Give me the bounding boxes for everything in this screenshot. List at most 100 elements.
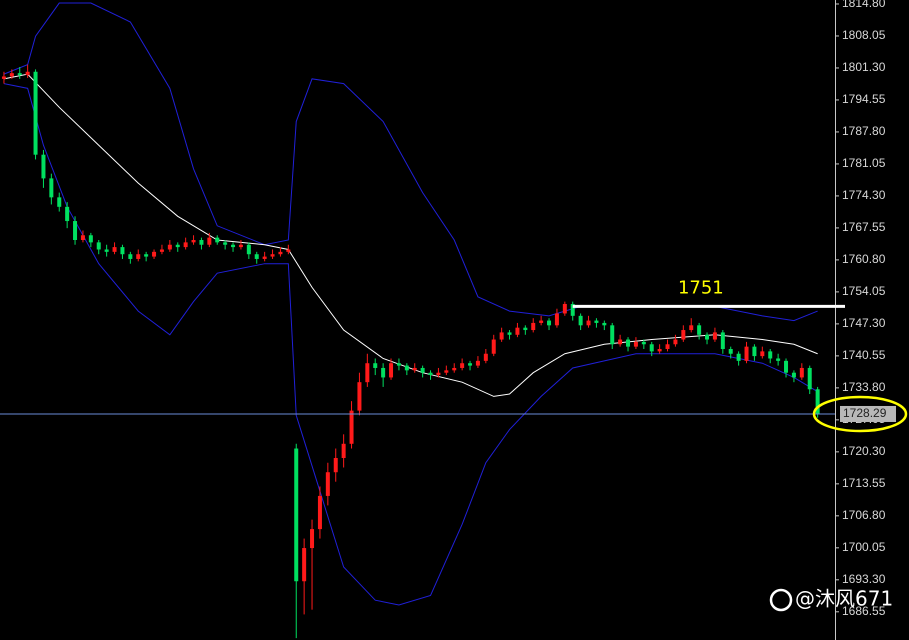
candle-body bbox=[468, 363, 473, 366]
candle-body bbox=[768, 351, 773, 359]
candle-body bbox=[460, 363, 465, 368]
candle-body bbox=[681, 330, 686, 340]
candle-body bbox=[223, 242, 228, 245]
candle-body bbox=[175, 244, 180, 248]
candle-body bbox=[310, 529, 315, 549]
candle-body bbox=[112, 247, 117, 252]
candle-body bbox=[673, 339, 678, 345]
candle-body bbox=[507, 332, 512, 335]
candle-body bbox=[365, 363, 370, 383]
candle-body bbox=[333, 458, 338, 473]
candle-body bbox=[697, 325, 702, 335]
candle-body bbox=[491, 339, 496, 354]
candle-body bbox=[602, 322, 607, 326]
y-tick-label: 1713.55 bbox=[842, 476, 886, 490]
y-tick-label: 1767.55 bbox=[842, 220, 886, 234]
candle-body bbox=[349, 410, 354, 444]
candle-body bbox=[57, 197, 62, 207]
candle-body bbox=[760, 351, 765, 357]
candle-body bbox=[144, 254, 149, 257]
candle-body bbox=[649, 344, 654, 352]
watermark: @沐风671 bbox=[795, 587, 893, 611]
candle-body bbox=[183, 242, 188, 248]
lower-band bbox=[3, 83, 818, 606]
candle-body bbox=[657, 349, 662, 352]
candle-body bbox=[270, 254, 275, 257]
candle-body bbox=[554, 313, 559, 326]
y-tick-label: 1747.30 bbox=[842, 316, 886, 330]
candle-body bbox=[523, 327, 528, 331]
candle-body bbox=[586, 320, 591, 326]
candle-body bbox=[41, 154, 46, 179]
candle-body bbox=[389, 363, 394, 378]
candle-body bbox=[744, 346, 749, 361]
candle-body bbox=[483, 353, 488, 361]
candle-body bbox=[9, 73, 14, 77]
candle-body bbox=[17, 73, 22, 76]
y-tick-label: 1814.80 bbox=[842, 0, 886, 10]
candle-body bbox=[728, 349, 733, 354]
candle-body bbox=[207, 237, 212, 245]
candle-body bbox=[570, 303, 575, 316]
y-tick-label: 1754.05 bbox=[842, 284, 886, 298]
y-tick-label: 1760.80 bbox=[842, 252, 886, 266]
candle-body bbox=[578, 315, 583, 326]
y-tick-label: 1700.05 bbox=[842, 540, 886, 554]
candle-body bbox=[262, 256, 267, 259]
candle-body bbox=[152, 251, 157, 257]
candle-body bbox=[80, 235, 85, 240]
candle-body bbox=[626, 339, 631, 347]
candle-body bbox=[396, 363, 401, 366]
y-tick-label: 1794.55 bbox=[842, 92, 886, 106]
candle-body bbox=[562, 303, 567, 314]
y-tick-label: 1808.05 bbox=[842, 28, 886, 42]
candle-body bbox=[428, 372, 433, 376]
candle-body bbox=[531, 322, 536, 331]
candle-body bbox=[547, 320, 552, 326]
candle-body bbox=[341, 443, 346, 459]
candle-body bbox=[633, 341, 638, 347]
candle-body bbox=[539, 320, 544, 323]
candle-body bbox=[444, 370, 449, 373]
candle-body bbox=[776, 358, 781, 361]
candle-body bbox=[420, 367, 425, 373]
candle-body bbox=[784, 360, 789, 373]
candle-body bbox=[705, 334, 710, 340]
y-tick-label: 1801.30 bbox=[842, 60, 886, 74]
candle-body bbox=[104, 249, 109, 252]
candle-body bbox=[412, 367, 417, 371]
y-tick-label: 1740.55 bbox=[842, 348, 886, 362]
y-tick-label: 1787.80 bbox=[842, 124, 886, 138]
candle-body bbox=[752, 346, 757, 357]
price-label: 1728.29 bbox=[843, 406, 887, 420]
candle-body bbox=[610, 325, 615, 345]
candle-body bbox=[238, 244, 243, 248]
candle-body bbox=[278, 251, 283, 255]
candle-body bbox=[49, 178, 54, 198]
candle-body bbox=[712, 332, 717, 340]
y-tick-label: 1686.55 bbox=[842, 604, 886, 618]
candle-body bbox=[65, 206, 70, 222]
y-tick-label: 1781.05 bbox=[842, 156, 886, 170]
candle-body bbox=[641, 341, 646, 345]
candle-body bbox=[294, 448, 299, 582]
candle-body bbox=[191, 240, 196, 243]
candle-body bbox=[357, 382, 362, 411]
candle-body bbox=[689, 325, 694, 331]
candle-body bbox=[286, 249, 291, 252]
candle-body bbox=[475, 360, 480, 366]
candle-body bbox=[302, 548, 307, 582]
candle-body bbox=[231, 244, 236, 248]
candle-body bbox=[799, 367, 804, 378]
candle-body bbox=[515, 327, 520, 335]
candle-body bbox=[246, 244, 251, 255]
y-tick-label: 1774.30 bbox=[842, 188, 886, 202]
candle-body bbox=[128, 254, 133, 259]
candle-body bbox=[499, 332, 504, 340]
candle-body bbox=[88, 235, 93, 243]
candle-body bbox=[254, 254, 259, 259]
candle-body bbox=[96, 242, 101, 250]
